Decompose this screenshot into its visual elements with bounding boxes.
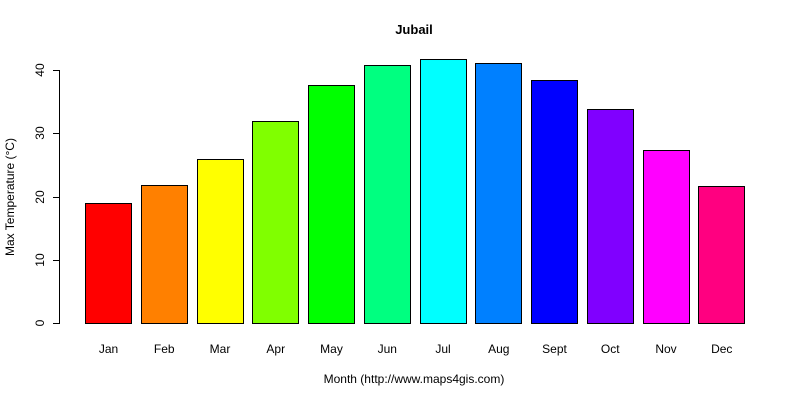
y-tick [53, 259, 59, 261]
y-tick-label: 10 [33, 253, 47, 267]
x-tick-label: Apr [266, 342, 286, 356]
x-tick-label: Nov [655, 342, 677, 356]
y-tick-label: 20 [33, 189, 47, 204]
y-tick-label: 30 [33, 126, 47, 140]
x-tick-label: Jun [377, 342, 397, 356]
y-axis-line [59, 70, 60, 324]
bar-may [308, 85, 355, 324]
x-tick-label: Jan [98, 342, 119, 356]
y-tick [53, 323, 59, 324]
y-tick [53, 196, 59, 198]
chart-title: Jubail [395, 22, 433, 37]
y-axis-label: Max Temperature (°C) [3, 138, 17, 256]
x-tick-label: Feb [153, 342, 175, 356]
bar-jun [363, 64, 411, 324]
y-tick-label: 0 [33, 319, 47, 327]
x-tick-label: Dec [711, 342, 733, 356]
bar-aug [475, 63, 523, 324]
x-tick-label: Jul [435, 342, 451, 356]
bar-apr [252, 121, 300, 324]
x-axis-label: Month (http://www.maps4gis.com) [323, 372, 505, 386]
bar-jul [419, 59, 467, 324]
bar-sept [531, 80, 578, 324]
x-tick-label: Sept [542, 342, 567, 356]
x-tick-label: Aug [488, 342, 510, 356]
bar-dec [698, 186, 746, 324]
y-tick [53, 70, 59, 71]
x-tick-label: Mar [209, 342, 231, 356]
bar-jan [85, 202, 132, 324]
x-tick-label: Oct [600, 342, 620, 356]
bar-feb [140, 185, 188, 324]
y-tick-label: 40 [33, 63, 47, 77]
bar-oct [586, 108, 634, 324]
y-tick [53, 133, 59, 135]
bar-mar [196, 159, 244, 324]
x-tick-label: May [320, 342, 343, 356]
bar-nov [642, 150, 690, 324]
